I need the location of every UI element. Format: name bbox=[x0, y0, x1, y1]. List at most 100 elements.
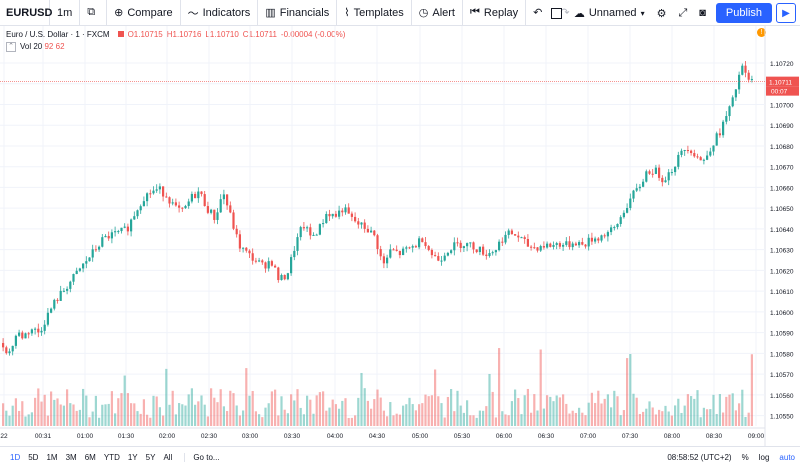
volume-bar bbox=[411, 404, 414, 426]
volume-bar bbox=[629, 354, 632, 426]
auto-toggle[interactable]: auto bbox=[779, 453, 795, 462]
volume-bar bbox=[222, 406, 225, 426]
snapshot-button[interactable]: ◙ bbox=[693, 0, 712, 26]
volume-bar bbox=[635, 397, 638, 426]
candle-body bbox=[280, 275, 283, 281]
range-1y[interactable]: 1Y bbox=[127, 453, 138, 462]
time-tick-label: 02:00 bbox=[159, 433, 176, 440]
log-toggle[interactable]: log bbox=[758, 453, 770, 462]
volume-bar bbox=[232, 393, 235, 426]
legend-title: Euro / U.S. Dollar · 1 · FXCM bbox=[6, 30, 110, 39]
volume-bar bbox=[542, 408, 545, 426]
volume-bar bbox=[290, 394, 293, 426]
fullscreen-button[interactable]: ⤢ bbox=[672, 0, 693, 26]
financials-button[interactable]: ▥ Financials bbox=[258, 0, 338, 26]
volume-bar bbox=[491, 391, 494, 426]
range-1d[interactable]: 1D bbox=[10, 453, 21, 462]
candle-body bbox=[546, 243, 549, 248]
candle-body bbox=[101, 237, 104, 247]
time-tick-label: 04:00 bbox=[327, 433, 344, 440]
alert-badge[interactable]: ! bbox=[757, 28, 766, 37]
candle-body bbox=[261, 260, 264, 263]
range-1m[interactable]: 1M bbox=[46, 453, 58, 462]
candle-body bbox=[619, 217, 622, 224]
candle-body bbox=[347, 207, 350, 214]
templates-button[interactable]: ⌇ Templates bbox=[337, 0, 412, 26]
volume-bar bbox=[98, 417, 101, 426]
interval-button[interactable]: 1m bbox=[50, 0, 81, 26]
volume-bar bbox=[725, 396, 728, 426]
volume-bar bbox=[642, 411, 645, 426]
candle-body bbox=[526, 239, 529, 247]
volume-bar bbox=[56, 398, 59, 426]
volume-bar bbox=[414, 410, 417, 426]
range-6m[interactable]: 6M bbox=[84, 453, 96, 462]
chart-type-button[interactable]: ⧉ bbox=[80, 0, 108, 26]
candle-body bbox=[187, 201, 190, 206]
collapse-icon[interactable]: ⌃ bbox=[6, 41, 16, 52]
candles-icon: ⧉ bbox=[87, 6, 96, 18]
range-3m[interactable]: 3M bbox=[65, 453, 77, 462]
volume-bar bbox=[622, 410, 625, 426]
candle-body bbox=[638, 186, 641, 189]
time-tick-label: 07:30 bbox=[622, 433, 639, 440]
layout-toggle-button[interactable] bbox=[545, 0, 568, 26]
time-tick-label: 08:00 bbox=[664, 433, 681, 440]
candle-body bbox=[229, 205, 232, 213]
volume-bar bbox=[309, 399, 312, 426]
percent-toggle[interactable]: % bbox=[741, 453, 749, 462]
candle-body bbox=[530, 246, 533, 248]
symbol-search[interactable]: EURUSD bbox=[0, 0, 52, 26]
time-tick-label: 03:30 bbox=[284, 433, 301, 440]
volume-bar bbox=[664, 405, 667, 426]
candle-body bbox=[734, 89, 737, 98]
candle-body bbox=[680, 150, 683, 155]
indicators-button[interactable]: 〜 Indicators bbox=[181, 0, 259, 26]
layout-name-button[interactable]: ☁ Unnamed ▾ bbox=[573, 7, 645, 20]
range-all[interactable]: All bbox=[163, 453, 173, 462]
candle-body bbox=[642, 181, 645, 187]
candle-body bbox=[424, 242, 427, 247]
range-5d[interactable]: 5D bbox=[28, 453, 39, 462]
volume-bar bbox=[453, 411, 456, 426]
goto-button[interactable]: Go to... bbox=[184, 453, 220, 462]
candle-body bbox=[373, 230, 376, 236]
candle-body bbox=[50, 308, 53, 313]
candle-body bbox=[491, 252, 494, 254]
volume-bar bbox=[552, 401, 555, 426]
alert-button[interactable]: ◷ Alert bbox=[412, 0, 463, 26]
settings-button[interactable]: ⚙ bbox=[651, 0, 673, 26]
time-tick-label: 06:30 bbox=[538, 433, 555, 440]
publish-button[interactable]: Publish bbox=[715, 3, 772, 23]
redo-button[interactable]: ↷ bbox=[553, 0, 580, 26]
candle-body bbox=[651, 173, 654, 175]
undo-button[interactable]: ↶ bbox=[526, 0, 553, 26]
candle-body bbox=[488, 253, 491, 256]
volume-bar bbox=[584, 415, 587, 426]
candle-body bbox=[686, 150, 689, 152]
candle-body bbox=[443, 255, 446, 261]
price-chart[interactable]: 1.107201.107101.107001.106901.106801.106… bbox=[0, 26, 800, 446]
play-button[interactable]: ▶ bbox=[776, 3, 796, 23]
replay-button[interactable]: ⏮ Replay bbox=[463, 0, 527, 26]
candle-body bbox=[574, 243, 577, 246]
candle-body bbox=[82, 263, 85, 269]
range-ytd[interactable]: YTD bbox=[103, 453, 120, 462]
candle-body bbox=[610, 227, 613, 233]
volume-bar bbox=[536, 410, 539, 426]
compare-button[interactable]: ⊕ Compare bbox=[107, 0, 181, 26]
candle-body bbox=[107, 235, 110, 239]
volume-bar bbox=[562, 394, 565, 426]
play-icon: ▶ bbox=[782, 7, 790, 19]
candle-body bbox=[197, 191, 200, 199]
volume-bar bbox=[264, 407, 267, 426]
candle-body bbox=[270, 261, 273, 266]
toolbar-right: ☁ Unnamed ▾ ⚙ ⤢ ◙ Publish ▶ bbox=[545, 0, 800, 26]
volume-bar bbox=[613, 390, 616, 426]
candle-body bbox=[389, 249, 392, 258]
range-5y[interactable]: 5Y bbox=[145, 453, 156, 462]
volume-bar bbox=[187, 394, 190, 426]
candle-body bbox=[562, 244, 565, 247]
volume-bar bbox=[110, 391, 113, 426]
candle-body bbox=[606, 232, 609, 237]
